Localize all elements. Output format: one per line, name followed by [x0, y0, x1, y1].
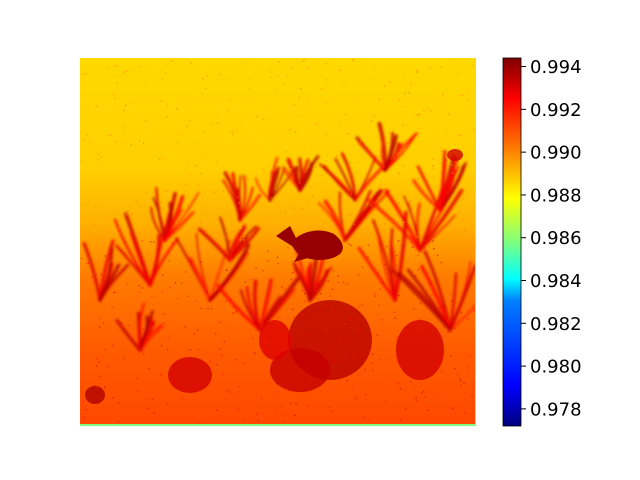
fish-silhouette: [276, 226, 343, 262]
colorbar-tick-label: 0.990: [530, 143, 582, 164]
heatmap-image: [80, 58, 476, 426]
colorbar-tick-label: 0.988: [530, 185, 582, 206]
colorbar-tick-label: 0.980: [530, 357, 582, 378]
colorbar-tick-label: 0.994: [530, 57, 582, 78]
colorbar-tick-label: 0.984: [530, 271, 582, 292]
colorbar-tick-label: 0.982: [530, 314, 582, 335]
colorbar-tick-label: 0.978: [530, 399, 582, 420]
right-edge-line: [475, 58, 476, 426]
colorbar-tick-label: 0.986: [530, 228, 582, 249]
colorbar-gradient: [502, 57, 522, 427]
colorbar-tick-label: 0.992: [530, 100, 582, 121]
bottom-edge-line: [80, 424, 476, 426]
colorbar: 0.978 0.980 0.982 0.984 0.986 0.988 0.990 0.992…: [502, 57, 582, 427]
